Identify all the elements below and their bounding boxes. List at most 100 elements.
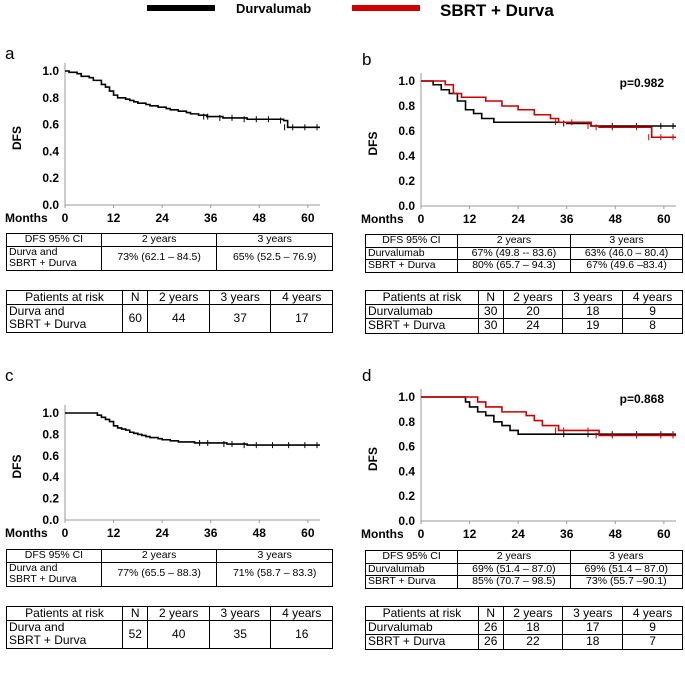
table-cell: 8 xyxy=(622,318,683,334)
table-cell: SBRT + Durva xyxy=(365,634,479,650)
table-cell: Durva and SBRT + Durva xyxy=(5,620,124,649)
km-curve-series-1 xyxy=(65,70,320,129)
table-cell: Durva and SBRT + Durva xyxy=(6,245,102,271)
table-cell: 22 xyxy=(502,634,564,650)
x-tick-label: 36 xyxy=(560,527,574,541)
y-tick-label: 0.4 xyxy=(398,464,415,478)
x-tick-label: 24 xyxy=(511,212,525,226)
y-tick-label: 0.0 xyxy=(42,198,59,212)
table-cell: Durvalumab xyxy=(364,562,459,577)
table-cell: 17 xyxy=(562,620,624,636)
table-cell: 17 xyxy=(270,304,333,333)
table-cell: 4 years xyxy=(270,605,333,622)
x-tick-label: 36 xyxy=(204,211,218,225)
table-cell: 3 years xyxy=(208,289,272,306)
table-cell: 9 xyxy=(622,304,683,320)
table-header-row: DFS 95% CI 2 years 3 years xyxy=(6,233,333,247)
table-cell: 3 years xyxy=(562,605,624,622)
x-tick-label: 0 xyxy=(418,527,425,541)
y-tick-label: 0.8 xyxy=(398,99,415,113)
legend-sbrt-label: SBRT + Durva xyxy=(440,1,554,20)
table-cell: 3 years xyxy=(570,234,683,248)
table-cell: 40 xyxy=(147,620,210,649)
table-b-ci: DFS 95% CI 2 years 3 years Durvalumab 67% (4… xyxy=(365,234,683,273)
table-cell: Durva and SBRT + Durva xyxy=(6,561,102,587)
table-header-row: Patients at risk N 2 years 3 years 4 years xyxy=(5,289,333,306)
table-c-ci: DFS 95% CI 2 years 3 years Durva and SBRT + … xyxy=(6,549,333,587)
x-tick-label: 60 xyxy=(301,211,315,225)
x-tick-label: 0 xyxy=(62,211,69,225)
table-header-row: DFS 95% CI 2 years 3 years xyxy=(6,549,333,563)
x-tick-label: 24 xyxy=(155,526,169,540)
table-cell: 4 years xyxy=(622,289,683,306)
table-cell: 19 xyxy=(562,318,624,334)
y-tick-label: 1.0 xyxy=(398,74,415,88)
y-tick-label: 0.8 xyxy=(42,427,59,441)
table-cell: 2 years xyxy=(147,289,210,306)
p-value: p=0.982 xyxy=(620,76,665,90)
table-cell: 44 xyxy=(147,304,210,333)
km-curve-series-2 xyxy=(421,80,676,139)
table-cell: 3 years xyxy=(208,605,272,622)
y-tick-label: 0.6 xyxy=(398,124,415,138)
table-cell: 67% (49.8 -- 83.6) xyxy=(456,246,572,261)
table-cell: DFS 95% CI xyxy=(364,550,459,564)
table-row: Durvalumab 69% (51.4 – 87.0) 69% (51.4 – 8… xyxy=(364,562,684,577)
table-cell: 80% (65.7 – 94.3) xyxy=(456,259,572,273)
table-a-risk: Patients at risk N 2 years 3 years 4 years Du… xyxy=(5,289,333,333)
table-header-row: DFS 95% CI 2 years 3 years xyxy=(365,234,683,248)
table-cell: DFS 95% CI xyxy=(6,233,102,247)
panel-label-c: c xyxy=(5,366,14,385)
x-tick-label: 36 xyxy=(204,526,218,540)
table-b-risk: Patients at risk N 2 years 3 years 4 years Du… xyxy=(365,289,683,334)
x-axis-label: Months xyxy=(361,212,404,226)
table-cell: 2 years xyxy=(100,549,218,563)
table-cell: SBRT + Durva xyxy=(364,575,459,589)
panel-label-b: b xyxy=(362,50,372,69)
y-tick-label: 0.2 xyxy=(42,171,59,185)
table-cell: SBRT + Durva xyxy=(365,318,479,334)
legend-sbrt-line xyxy=(352,5,420,11)
table-row: SBRT + Durva 30 24 19 8 xyxy=(365,318,683,334)
km-curve-series-1 xyxy=(421,396,676,435)
x-tick-label: 12 xyxy=(107,211,121,225)
km-curve-series-1 xyxy=(65,412,320,446)
x-tick-label: 0 xyxy=(62,526,69,540)
table-cell: 30 xyxy=(477,318,504,334)
y-tick-label: 0.8 xyxy=(42,91,59,105)
table-cell: 26 xyxy=(477,634,504,650)
table-cell: N xyxy=(477,289,504,306)
x-tick-label: 60 xyxy=(657,212,671,226)
table-cell: 26 xyxy=(477,620,504,636)
table-cell: 18 xyxy=(502,620,564,636)
table-cell: DFS 95% CI xyxy=(6,549,102,563)
table-cell: 24 xyxy=(502,318,564,334)
table-cell: Durvalumab xyxy=(365,304,479,320)
y-tick-label: 0.0 xyxy=(42,513,59,527)
y-tick-label: 0.4 xyxy=(42,144,59,158)
x-axis-label: Months xyxy=(361,527,404,541)
table-header-row: DFS 95% CI 2 years 3 years xyxy=(364,550,684,564)
panel-label-a: a xyxy=(5,44,15,63)
x-tick-label: 48 xyxy=(253,211,267,225)
table-cell: 69% (51.4 – 87.0) xyxy=(457,562,571,577)
x-tick-label: 12 xyxy=(107,526,121,540)
table-cell: 3 years xyxy=(216,233,333,247)
table-cell: 7 xyxy=(622,634,683,650)
y-axis-label: DFS xyxy=(366,132,380,156)
table-cell: 9 xyxy=(622,620,683,636)
x-tick-label: 24 xyxy=(155,211,169,225)
table-c-risk: Patients at risk N 2 years 3 years 4 years Du… xyxy=(5,605,333,649)
table-a-ci: DFS 95% CI 2 years 3 years Durva and SBRT + … xyxy=(6,233,333,271)
table-cell: 3 years xyxy=(562,289,624,306)
legend: Durvalumab SBRT + Durva xyxy=(0,0,685,30)
table-cell: 69% (51.4 – 87.0) xyxy=(569,562,684,577)
table-cell: 67% (49.6 –83.4) xyxy=(570,259,683,273)
table-header-row: Patients at risk N 2 years 3 years 4 years xyxy=(365,605,683,622)
table-cell: 37 xyxy=(208,304,272,333)
table-cell: 73% (62.1 – 84.5) xyxy=(100,245,218,271)
table-cell: Patients at risk xyxy=(365,605,479,622)
